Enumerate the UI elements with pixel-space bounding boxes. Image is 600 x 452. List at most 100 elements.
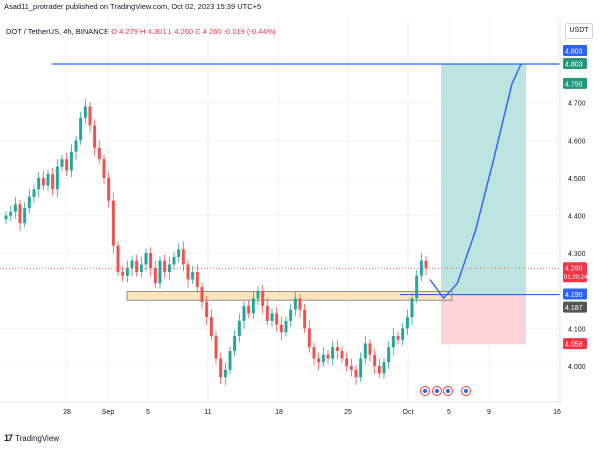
price-badge-countdown: 01:20:24 [564,275,588,281]
candle-body [284,320,288,333]
y-tick-label: 4.700 [568,101,586,108]
candle-body [121,271,125,276]
currency-button[interactable]: USDT [565,23,593,39]
candle-body [74,140,78,152]
price-badge-label: 4.803 [565,62,583,69]
candle-body [69,151,73,171]
price-badge-label: 4.190 [565,292,583,299]
y-tick-label: 4.600 [568,138,586,145]
y-tick-label: 4.000 [568,364,586,371]
candle-body [163,260,167,272]
target-zone [441,64,526,296]
price-badge-label: 4.058 [565,342,583,349]
candle-body [195,271,199,288]
x-tick-label: 5 [146,409,150,416]
us-flag-icon-center [423,389,427,393]
x-tick-label: 28 [63,409,71,416]
candle-body [340,350,344,359]
candlestick-series [4,98,428,386]
candle-body [167,264,171,272]
price-badge-label: 4.803 [565,49,583,56]
y-tick-label: 4.100 [568,326,586,333]
candle-body [317,358,321,363]
y-tick-label: 4.500 [568,176,586,183]
candle-body [405,317,409,329]
candle-body [219,358,223,378]
price-badge-label: 4.750 [565,81,583,88]
x-tick-label: 5 [447,409,451,416]
symbol-name[interactable]: DOT / TetherUS, 4h, BINANCE [6,27,110,36]
candle-body [312,347,316,359]
candle-body [242,305,246,321]
candle-body [27,196,31,209]
candle-body [331,347,335,359]
candle-body [368,343,372,355]
candle-body [223,369,227,378]
candle-body [237,320,241,336]
candle-body [214,335,218,359]
candle-body [107,177,111,201]
candle-body [363,343,367,359]
candle-body [144,253,148,265]
y-tick-label: 4.300 [568,251,586,258]
candle-body [18,204,22,224]
candle-body [377,366,381,374]
candle-body [279,324,283,333]
price-badge [563,288,587,300]
candle-body [415,275,419,299]
candle-body [32,189,36,197]
candle-body [373,354,377,366]
candle-body [97,147,101,160]
candle-body [130,260,134,269]
candle-body [23,208,27,224]
candle-body [172,256,176,265]
price-axis: 4.700 4.600 4.500 4.400 4.300 4.100 4.000 4.803… [559,18,588,402]
candle-body [298,298,302,310]
tradingview-logo-icon[interactable]: 17 [4,433,13,443]
time-axis: 28 Sep 5 11 18 25 Oct 5 9 16 [0,401,561,416]
candle-body [247,305,251,314]
candle-body [209,317,213,336]
candle-body [382,362,386,374]
drawing-lines [0,63,560,299]
candle-body [265,305,269,321]
candle-body [153,268,157,284]
candle-body [135,260,139,272]
footer-brand[interactable]: TradingView [15,433,60,443]
price-badge [563,301,587,313]
candle-body [401,328,405,340]
price-badge-label: 4.187 [565,305,583,312]
candle-body [51,174,55,190]
candle-body [289,309,293,321]
candle-body [205,302,209,318]
x-tick-label: 18 [275,409,283,416]
candle-body [46,174,50,186]
candle-body [349,366,353,370]
candle-body [391,335,395,348]
candle-body [326,354,330,359]
candle-body [191,271,195,280]
candle-body [79,117,83,141]
candle-body [307,328,311,348]
candle-body [345,358,349,366]
candle-body [88,106,92,126]
candle-body [41,177,45,186]
candle-body [270,313,274,321]
candle-body [335,347,339,351]
candle-body [116,245,120,272]
candle-body [9,211,13,216]
change-value: -0.019 (-0.44%) [223,27,276,36]
position-zones [126,64,526,345]
candle-body [177,249,181,257]
price-badge [563,338,587,350]
candle-body [233,335,237,351]
candle-body [13,204,17,212]
candle-body [256,290,260,299]
candle-body [387,347,391,363]
x-tick-label: 25 [344,409,352,416]
candle-body [93,125,97,148]
us-flag-icon-center [446,389,450,393]
candle-body [186,264,190,280]
candle-body [65,159,69,171]
